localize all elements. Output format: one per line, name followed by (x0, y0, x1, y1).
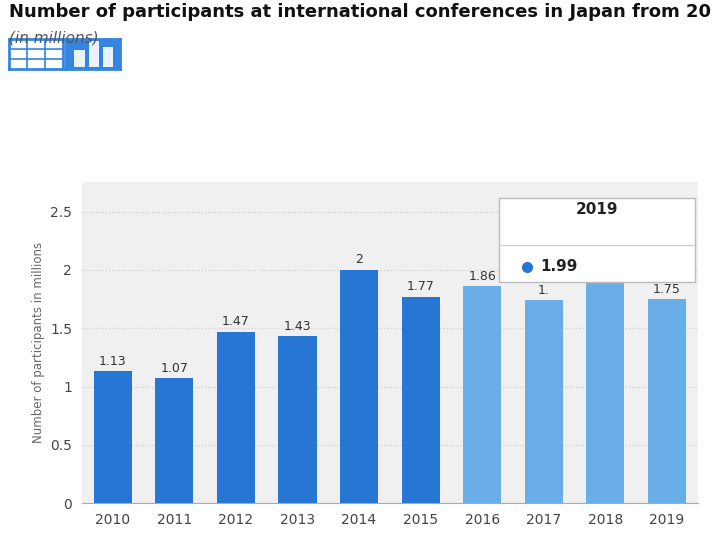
Text: 2019: 2019 (576, 202, 618, 217)
Text: Number of participants at international conferences in Japan from 2010 to 2019: Number of participants at international … (9, 3, 712, 21)
Bar (93, 372, 132, 503)
Text: 1.: 1. (600, 254, 612, 268)
Bar (340, 270, 378, 503)
FancyBboxPatch shape (499, 197, 695, 281)
Text: 1.77: 1.77 (407, 280, 434, 293)
Text: 1.86: 1.86 (468, 270, 496, 283)
Text: 1.47: 1.47 (222, 315, 250, 328)
Bar (586, 271, 624, 503)
Bar (74, 50, 85, 67)
Bar (278, 336, 317, 503)
Text: 1.75: 1.75 (653, 283, 681, 296)
Bar (525, 300, 563, 503)
Bar (103, 47, 113, 67)
Text: (in millions): (in millions) (9, 30, 99, 45)
Y-axis label: Number of participants in millions: Number of participants in millions (31, 242, 45, 444)
Text: 1.43: 1.43 (283, 320, 311, 333)
Text: 1.: 1. (538, 284, 550, 297)
Bar (463, 286, 501, 503)
Bar (648, 299, 686, 503)
Bar (155, 378, 194, 503)
Text: 1.13: 1.13 (99, 355, 127, 368)
Bar (88, 41, 99, 67)
Bar (402, 297, 440, 503)
Bar (216, 332, 255, 503)
Text: 2: 2 (355, 253, 363, 267)
Text: 1.07: 1.07 (160, 362, 188, 375)
Text: 1.99: 1.99 (540, 259, 578, 274)
